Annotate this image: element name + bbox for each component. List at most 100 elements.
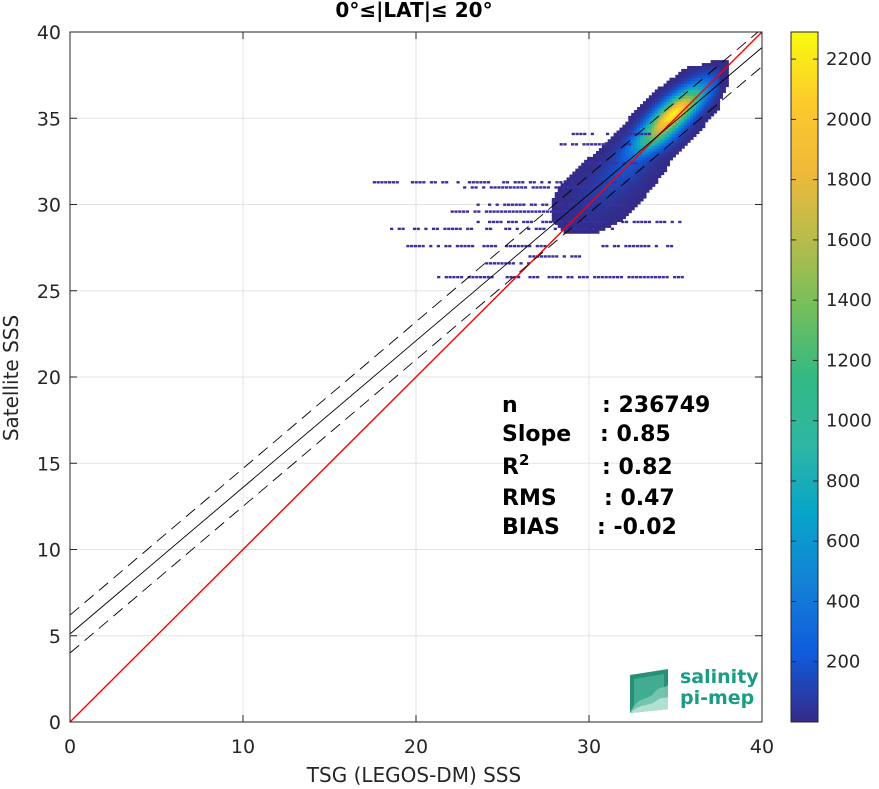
density-cell bbox=[669, 156, 673, 161]
density-cell bbox=[616, 162, 621, 167]
density-cell bbox=[660, 142, 665, 146]
axes bbox=[69, 31, 763, 723]
density-streak-cell bbox=[590, 203, 594, 206]
density-cell bbox=[598, 221, 603, 225]
density-cell bbox=[654, 177, 659, 181]
density-streak-cell bbox=[384, 181, 388, 184]
density-cell bbox=[610, 162, 615, 167]
density-cell bbox=[704, 118, 709, 123]
density-cell bbox=[590, 230, 594, 234]
density-cell bbox=[584, 209, 588, 214]
density-cell bbox=[692, 112, 697, 117]
density-streak-cell bbox=[678, 220, 682, 224]
density-cell bbox=[654, 151, 659, 155]
density-cell bbox=[619, 153, 623, 158]
density-cell bbox=[695, 124, 700, 129]
stat-value: : -0.02 bbox=[597, 515, 677, 540]
density-cell bbox=[701, 101, 706, 105]
density-streak-cell bbox=[545, 220, 549, 224]
density-streak-cell bbox=[612, 244, 617, 248]
density-cell bbox=[654, 145, 659, 149]
density-cell bbox=[557, 197, 562, 202]
density-cell bbox=[616, 130, 621, 135]
stat-label-text: BIAS bbox=[502, 515, 560, 540]
density-cell bbox=[681, 101, 685, 105]
density-cell bbox=[663, 142, 668, 146]
density-cell bbox=[598, 218, 603, 222]
density-cell bbox=[622, 156, 626, 161]
density-cell bbox=[622, 145, 626, 149]
density-cell bbox=[666, 133, 671, 137]
density-cell bbox=[701, 80, 706, 85]
density-cell bbox=[595, 168, 600, 173]
density-cell bbox=[619, 189, 623, 193]
density-cell bbox=[684, 124, 688, 129]
density-cell bbox=[725, 80, 729, 85]
density-cell bbox=[598, 209, 603, 214]
density-streak-cell bbox=[527, 227, 531, 231]
density-streak-cell bbox=[429, 181, 434, 184]
density-cell bbox=[675, 83, 679, 88]
density-cell bbox=[581, 212, 585, 217]
density-cell bbox=[675, 118, 679, 123]
density-cell bbox=[607, 165, 612, 170]
density-cell bbox=[616, 200, 621, 205]
density-cell bbox=[581, 221, 585, 225]
density-cell bbox=[590, 156, 594, 161]
density-streak-cell bbox=[582, 181, 586, 184]
density-cell bbox=[619, 192, 623, 196]
density-cell bbox=[648, 180, 653, 184]
density-cell bbox=[716, 77, 721, 82]
y-tick-label: 5 bbox=[49, 626, 61, 648]
density-cell bbox=[601, 200, 606, 205]
density-cell bbox=[725, 83, 729, 88]
density-cell bbox=[669, 127, 673, 132]
density-cell bbox=[692, 86, 697, 91]
density-streak-cell bbox=[632, 220, 636, 224]
density-cell bbox=[651, 145, 656, 149]
density-cell bbox=[681, 142, 685, 146]
density-cell bbox=[690, 104, 694, 108]
density-cell bbox=[660, 127, 665, 132]
density-cell bbox=[607, 156, 612, 161]
density-cell bbox=[581, 206, 585, 211]
density-cell bbox=[657, 174, 662, 179]
density-streak-cell bbox=[510, 220, 514, 224]
density-cell bbox=[619, 136, 623, 140]
density-cell bbox=[663, 148, 668, 152]
density-cell bbox=[619, 200, 623, 205]
density-streak-cell bbox=[586, 143, 590, 146]
density-cell bbox=[575, 174, 579, 179]
density-cell bbox=[663, 104, 668, 108]
density-cell bbox=[666, 86, 671, 91]
density-cell bbox=[660, 156, 665, 161]
density-cell bbox=[695, 65, 700, 70]
density-streak-cell bbox=[539, 244, 543, 248]
density-cell bbox=[637, 127, 641, 132]
density-cell bbox=[713, 63, 718, 67]
density-streak-cell bbox=[511, 262, 516, 265]
density-cell bbox=[631, 168, 635, 173]
density-cell bbox=[669, 145, 673, 149]
density-cell bbox=[672, 151, 676, 155]
density-cell bbox=[684, 68, 688, 73]
density-cell bbox=[622, 153, 626, 158]
density-cell bbox=[663, 101, 668, 105]
density-streak-cell bbox=[582, 143, 586, 146]
density-cell bbox=[669, 153, 673, 158]
density-streak-cell bbox=[547, 275, 551, 279]
density-streak-cell bbox=[573, 186, 577, 189]
density-cell bbox=[690, 68, 694, 73]
density-cell bbox=[713, 109, 718, 114]
density-cell bbox=[642, 121, 647, 126]
density-cell bbox=[587, 183, 591, 187]
density-cell bbox=[578, 183, 582, 187]
density-cell bbox=[619, 174, 623, 179]
density-cell bbox=[569, 212, 573, 217]
density-streak-cell bbox=[519, 262, 523, 265]
density-cell bbox=[651, 151, 656, 155]
density-cell bbox=[713, 71, 718, 76]
density-cell bbox=[601, 186, 606, 190]
density-cell bbox=[695, 101, 700, 105]
density-streak-cell bbox=[590, 220, 594, 224]
